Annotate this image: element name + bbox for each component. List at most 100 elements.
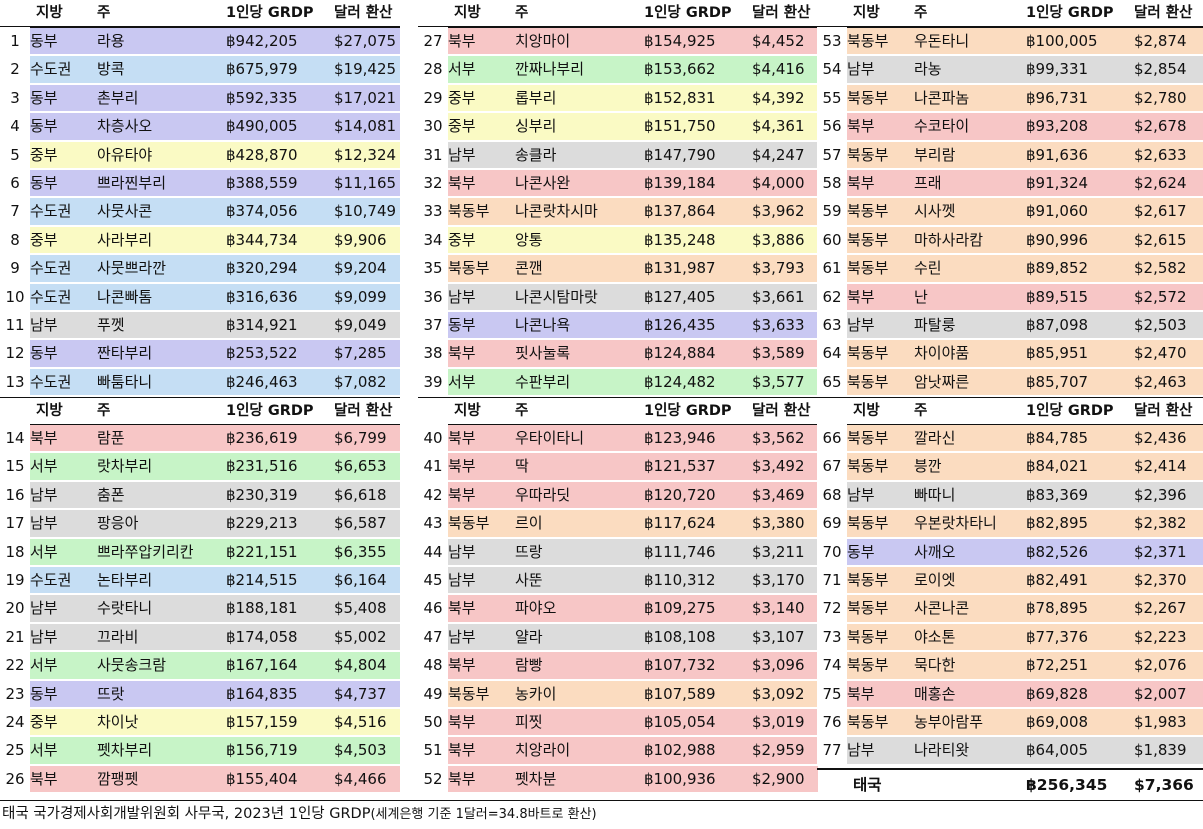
rank-cell: 26 (0, 764, 30, 794)
rank-cell: 56 (817, 112, 847, 141)
usd-cell: $4,452 (752, 32, 805, 50)
table-row: 52 북부 펫차분 ฿100,936 $2,900 (418, 764, 818, 794)
grdp-cell: ฿147,790 (644, 145, 716, 164)
usd-cell: $2,780 (1134, 88, 1187, 107)
region-cell: 북부 (30, 769, 58, 788)
region-cell: 수도권 (30, 259, 72, 278)
rank-cell: 42 (418, 480, 448, 510)
province-cell: 차이야품 (914, 344, 970, 363)
table-row: 2 수도권 방콕 ฿675,979 $19,425 (0, 55, 400, 84)
region-cell: 서부 (448, 372, 476, 391)
grdp-cell: ฿108,108 (644, 627, 716, 646)
header-usd: 달러 환산 (334, 5, 393, 21)
header-province: 주 (97, 403, 111, 419)
region-color-fill (30, 312, 400, 339)
region-cell: 북부 (448, 174, 476, 192)
usd-cell: $2,470 (1134, 344, 1187, 363)
table-row: 39 서부 수판부리 ฿124,482 $3,577 (418, 367, 818, 397)
rank-cell: 30 (418, 112, 448, 141)
region-color-fill (30, 226, 400, 254)
table-row: 22 서부 사뭇송크람 ฿167,164 $4,804 (0, 651, 400, 680)
table-row: 40 북부 우타이타니 ฿123,946 $3,562 (418, 424, 818, 453)
table-column-2: 지방 주 1인당 GRDP 달러 환산 지방 주 1인당 GRDP 달러 환산 27 북부 치앙마이… (418, 0, 818, 800)
usd-cell: $4,392 (752, 88, 805, 107)
province-cell: 사콘나콘 (914, 599, 970, 618)
province-cell: 롭부리 (515, 88, 557, 107)
region-cell: 남부 (30, 514, 58, 533)
province-cell: 펫차분 (515, 769, 557, 788)
rank-cell: 68 (817, 480, 847, 510)
grdp-cell: ฿91,636 (1026, 145, 1089, 164)
region-cell: 중부 (448, 88, 476, 107)
usd-cell: $3,019 (752, 713, 805, 731)
region-color-fill (30, 709, 400, 736)
region-cell: 북동부 (847, 145, 889, 164)
region-cell: 북동부 (448, 684, 490, 703)
rank-cell: 34 (418, 225, 448, 255)
province-cell: 촌부리 (97, 88, 139, 107)
usd-cell: $3,562 (752, 429, 805, 447)
grdp-table: 지방 주 1인당 GRDP 달러 환산 지방 주 1인당 GRDP 달러 환산 1 동부 라용 ฿94… (0, 0, 1203, 800)
region-cell: 북부 (847, 174, 875, 192)
province-cell: 시사껫 (914, 202, 956, 221)
rank-cell: 75 (817, 679, 847, 708)
province-cell: 나콘랏차시마 (515, 202, 598, 221)
province-cell: 싱부리 (515, 117, 557, 136)
total-usd: $7,366 (1134, 776, 1194, 794)
region-color-fill (30, 425, 400, 452)
table-row: 27 북부 치앙마이 ฿154,925 $4,452 (418, 27, 818, 56)
usd-cell: $1,983 (1134, 713, 1187, 731)
province-cell: 프래 (914, 174, 942, 192)
usd-cell: $3,633 (752, 316, 805, 334)
province-cell: 나콘빠톰 (97, 287, 153, 306)
region-cell: 서부 (30, 457, 58, 476)
grdp-cell: ฿675,979 (226, 60, 298, 79)
province-cell: 얄라 (515, 627, 543, 646)
table-row: 36 남부 나콘시탐마랏 ฿127,405 $3,661 (418, 282, 818, 311)
header-region: 지방 (853, 403, 880, 419)
region-color-fill (448, 283, 818, 310)
total-label: 태국 (853, 776, 882, 794)
table-row: 15 서부 랏차부리 ฿231,516 $6,653 (0, 452, 400, 481)
header-region: 지방 (454, 403, 481, 419)
usd-cell: $3,492 (752, 457, 805, 476)
region-color-fill (30, 84, 400, 112)
region-cell: 남부 (847, 485, 875, 504)
header-grdp: 1인당 GRDP (1026, 403, 1114, 419)
table-header: 지방 주 1인당 GRDP 달러 환산 (817, 0, 1203, 28)
rank-cell: 36 (418, 282, 448, 311)
usd-cell: $3,577 (752, 372, 805, 391)
region-cell: 동부 (30, 344, 58, 363)
region-cell: 남부 (30, 599, 58, 618)
grdp-cell: ฿107,732 (644, 656, 716, 675)
usd-cell: $2,007 (1134, 684, 1187, 703)
header-grdp: 1인당 GRDP (226, 5, 314, 21)
region-cell: 동부 (30, 32, 58, 50)
province-cell: 부리람 (914, 145, 956, 164)
province-cell: 펫차부리 (97, 741, 153, 760)
table-row: 61 북동부 수린 ฿89,852 $2,582 (817, 254, 1203, 283)
province-cell: 딱 (515, 457, 529, 476)
region-cell: 수도권 (30, 202, 72, 221)
province-cell: 마하사라캄 (914, 230, 984, 249)
grdp-cell: ฿320,294 (226, 259, 298, 278)
region-cell: 수도권 (30, 571, 72, 589)
province-cell: 깔라신 (914, 429, 956, 447)
grdp-cell: ฿83,369 (1026, 485, 1089, 504)
usd-cell: $2,267 (1134, 599, 1187, 618)
usd-cell: $2,959 (752, 741, 805, 760)
province-cell: 나라티왓 (914, 741, 970, 760)
usd-cell: $2,503 (1134, 316, 1187, 334)
usd-cell: $9,906 (334, 230, 387, 249)
region-color-fill (30, 567, 400, 594)
region-cell: 남부 (448, 145, 476, 164)
region-cell: 북동부 (847, 656, 889, 675)
rank-cell: 33 (418, 197, 448, 226)
province-cell: 야소톤 (914, 627, 956, 646)
usd-cell: $2,414 (1134, 457, 1187, 476)
region-color-fill (448, 765, 818, 793)
region-cell: 북동부 (847, 88, 889, 107)
region-color-fill (448, 538, 818, 565)
grdp-cell: ฿102,988 (644, 741, 716, 760)
region-cell: 서부 (448, 60, 476, 79)
